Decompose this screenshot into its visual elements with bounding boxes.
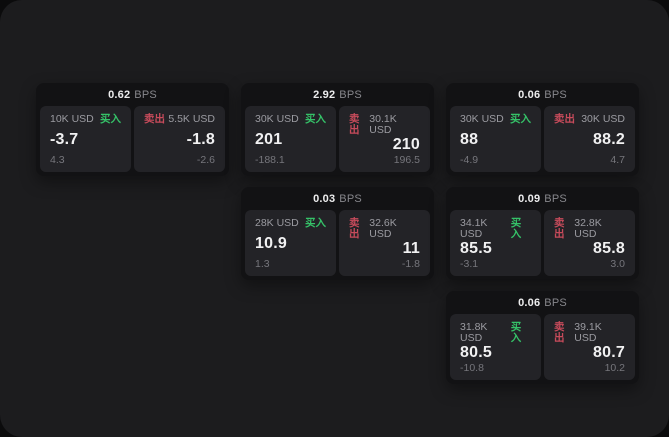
sell-side-label: 卖出 <box>349 217 360 240</box>
buy-price: 88 <box>460 130 479 148</box>
bps-header: 0.03 BPS <box>245 187 430 210</box>
quote-panels: 28K USD 买入 10.9 1.3 卖出 32.6K USD 11 -1.8 <box>245 210 430 276</box>
bps-value: 2.92 <box>313 88 336 101</box>
buy-amount: 10K USD <box>50 113 94 125</box>
buy-side-label: 买入 <box>305 113 326 125</box>
buy-panel[interactable]: 30K USD 买入 201 -188.1 <box>245 106 336 172</box>
sell-delta: 3.0 <box>610 257 625 270</box>
sell-price: 88.2 <box>593 130 625 148</box>
sell-price: -1.8 <box>186 130 215 148</box>
sell-side-label: 卖出 <box>554 321 565 344</box>
buy-panel[interactable]: 30K USD 买入 88 -4.9 <box>450 106 541 172</box>
buy-panel[interactable]: 10K USD 买入 -3.7 4.3 <box>40 106 131 172</box>
bps-unit-label: BPS <box>339 192 362 205</box>
sell-price: 80.7 <box>593 343 625 361</box>
sell-panel[interactable]: 卖出 39.1K USD 80.7 10.2 <box>544 314 635 380</box>
quote-panels: 31.8K USD 买入 80.5 -10.8 卖出 39.1K USD 80.… <box>450 314 635 380</box>
bps-unit-label: BPS <box>339 88 362 101</box>
bps-value: 0.62 <box>108 88 131 101</box>
bps-value: 0.06 <box>518 296 541 309</box>
quote-panels: 30K USD 买入 201 -188.1 卖出 30.1K USD 210 1… <box>245 106 430 172</box>
buy-delta: -3.1 <box>460 257 479 270</box>
sell-delta: 4.7 <box>610 153 625 166</box>
buy-amount: 30K USD <box>255 113 299 125</box>
buy-panel[interactable]: 31.8K USD 买入 80.5 -10.8 <box>450 314 541 380</box>
quote-panels: 34.1K USD 买入 85.5 -3.1 卖出 32.8K USD 85.8… <box>450 210 635 276</box>
bps-quote-card: 0.06 BPS 30K USD 买入 88 -4.9 卖出 30K USD <box>446 83 639 176</box>
sell-delta: 196.5 <box>393 153 420 166</box>
buy-delta: -188.1 <box>255 153 285 166</box>
sell-amount: 30.1K USD <box>369 113 397 136</box>
quote-card-grid: 0.62 BPS 10K USD 买入 -3.7 4.3 卖出 5.5K USD <box>36 83 639 384</box>
bps-unit-label: BPS <box>134 88 157 101</box>
bps-header: 0.06 BPS <box>450 83 635 106</box>
sell-panel[interactable]: 卖出 32.6K USD 11 -1.8 <box>339 210 430 276</box>
buy-delta: -10.8 <box>460 361 484 374</box>
bps-value: 0.03 <box>313 192 336 205</box>
sell-amount: 32.6K USD <box>369 217 397 240</box>
buy-side-label: 买入 <box>305 217 326 229</box>
bps-unit-label: BPS <box>544 296 567 309</box>
buy-price: 201 <box>255 130 283 148</box>
bps-header: 0.09 BPS <box>450 187 635 210</box>
buy-price: 10.9 <box>255 234 287 252</box>
buy-amount: 34.1K USD <box>460 217 488 240</box>
buy-amount: 31.8K USD <box>460 321 488 344</box>
quote-panels: 10K USD 买入 -3.7 4.3 卖出 5.5K USD -1.8 -2.… <box>40 106 225 172</box>
bps-quote-card: 0.09 BPS 34.1K USD 买入 85.5 -3.1 卖出 32.8K… <box>446 187 639 280</box>
buy-side-label: 买入 <box>100 113 121 125</box>
sell-amount: 30K USD <box>581 113 625 125</box>
bps-quote-card: 0.62 BPS 10K USD 买入 -3.7 4.3 卖出 5.5K USD <box>36 83 229 176</box>
buy-side-label: 买入 <box>510 321 522 344</box>
sell-panel[interactable]: 卖出 5.5K USD -1.8 -2.6 <box>134 106 225 172</box>
sell-panel[interactable]: 卖出 32.8K USD 85.8 3.0 <box>544 210 635 276</box>
buy-amount: 28K USD <box>255 217 299 229</box>
buy-delta: 1.3 <box>255 257 270 270</box>
sell-price: 85.8 <box>593 239 625 257</box>
bps-header: 0.62 BPS <box>40 83 225 106</box>
sell-side-label: 卖出 <box>554 113 575 125</box>
sell-amount: 5.5K USD <box>168 113 215 125</box>
sell-delta: -2.6 <box>196 153 215 166</box>
sell-price: 210 <box>392 135 420 153</box>
buy-price: -3.7 <box>50 130 79 148</box>
bps-unit-label: BPS <box>544 192 567 205</box>
bps-value: 0.06 <box>518 88 541 101</box>
bps-unit-label: BPS <box>544 88 567 101</box>
sell-side-label: 卖出 <box>144 113 165 125</box>
sell-delta: -1.8 <box>401 257 420 270</box>
sell-amount: 39.1K USD <box>574 321 602 344</box>
sell-delta: 10.2 <box>604 361 625 374</box>
buy-panel[interactable]: 34.1K USD 买入 85.5 -3.1 <box>450 210 541 276</box>
bps-value: 0.09 <box>518 192 541 205</box>
sell-side-label: 卖出 <box>554 217 565 240</box>
bps-quote-card: 0.06 BPS 31.8K USD 买入 80.5 -10.8 卖出 39.1… <box>446 291 639 384</box>
bps-quote-card: 2.92 BPS 30K USD 买入 201 -188.1 卖出 30.1K … <box>241 83 434 176</box>
buy-delta: -4.9 <box>460 153 479 166</box>
buy-price: 80.5 <box>460 343 492 361</box>
sell-price: 11 <box>402 239 420 257</box>
buy-price: 85.5 <box>460 239 492 257</box>
quote-panels: 30K USD 买入 88 -4.9 卖出 30K USD 88.2 4.7 <box>450 106 635 172</box>
buy-side-label: 买入 <box>510 217 522 240</box>
sell-panel[interactable]: 卖出 30.1K USD 210 196.5 <box>339 106 430 172</box>
buy-panel[interactable]: 28K USD 买入 10.9 1.3 <box>245 210 336 276</box>
sell-side-label: 卖出 <box>349 113 360 136</box>
buy-amount: 30K USD <box>460 113 504 125</box>
bps-header: 0.06 BPS <box>450 291 635 314</box>
sell-amount: 32.8K USD <box>574 217 602 240</box>
bps-header: 2.92 BPS <box>245 83 430 106</box>
buy-delta: 4.3 <box>50 153 65 166</box>
buy-side-label: 买入 <box>510 113 531 125</box>
bps-quote-card: 0.03 BPS 28K USD 买入 10.9 1.3 卖出 32.6K US… <box>241 187 434 280</box>
sell-panel[interactable]: 卖出 30K USD 88.2 4.7 <box>544 106 635 172</box>
